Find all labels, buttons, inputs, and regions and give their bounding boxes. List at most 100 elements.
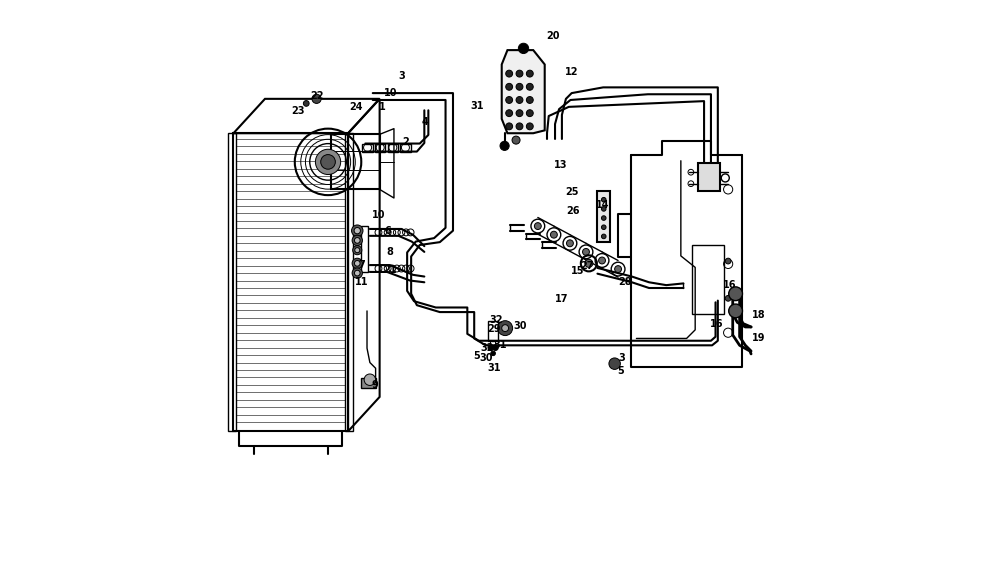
- Circle shape: [493, 345, 498, 350]
- Text: 7: 7: [358, 260, 365, 270]
- Text: 22: 22: [310, 91, 323, 101]
- Text: 10: 10: [384, 88, 398, 98]
- Circle shape: [303, 101, 309, 107]
- Text: 14: 14: [596, 200, 610, 210]
- Circle shape: [506, 84, 513, 90]
- Bar: [692, 245, 724, 314]
- Circle shape: [526, 97, 533, 104]
- Circle shape: [354, 237, 360, 243]
- Circle shape: [526, 123, 533, 130]
- Circle shape: [601, 198, 606, 202]
- Text: 15: 15: [571, 266, 584, 276]
- Text: 4: 4: [422, 117, 429, 127]
- Text: 24: 24: [349, 103, 362, 112]
- Circle shape: [516, 109, 523, 116]
- Text: 31: 31: [488, 363, 501, 373]
- Circle shape: [312, 94, 321, 104]
- Text: 20: 20: [547, 31, 560, 41]
- Circle shape: [526, 109, 533, 116]
- Bar: [488, 321, 498, 341]
- Circle shape: [550, 231, 557, 238]
- Circle shape: [566, 240, 573, 247]
- Circle shape: [526, 84, 533, 90]
- Circle shape: [354, 228, 360, 234]
- Text: 19: 19: [752, 333, 766, 343]
- Bar: [361, 378, 376, 388]
- Circle shape: [516, 84, 523, 90]
- Text: 28: 28: [618, 277, 632, 287]
- Bar: [228, 133, 236, 431]
- Text: 31: 31: [470, 101, 484, 111]
- Circle shape: [516, 97, 523, 104]
- Circle shape: [601, 234, 606, 238]
- Text: 17: 17: [555, 294, 569, 305]
- Circle shape: [534, 223, 541, 229]
- Circle shape: [725, 258, 731, 264]
- Bar: [400, 143, 411, 151]
- Text: 16: 16: [723, 280, 736, 290]
- Circle shape: [729, 287, 742, 301]
- Circle shape: [583, 248, 589, 255]
- Bar: [361, 226, 368, 272]
- Text: 13: 13: [553, 160, 567, 170]
- Circle shape: [354, 260, 360, 266]
- Circle shape: [506, 97, 513, 104]
- Bar: [233, 133, 348, 431]
- Circle shape: [498, 321, 513, 336]
- Circle shape: [506, 123, 513, 130]
- Bar: [362, 143, 373, 151]
- Circle shape: [615, 266, 622, 272]
- Text: 9: 9: [372, 380, 378, 391]
- Text: 1: 1: [379, 103, 386, 112]
- Circle shape: [601, 216, 606, 221]
- Text: 30: 30: [513, 321, 527, 331]
- Circle shape: [609, 358, 620, 369]
- Text: 30: 30: [479, 353, 492, 363]
- Text: 5: 5: [474, 351, 480, 361]
- Circle shape: [315, 149, 341, 175]
- Bar: [597, 191, 610, 242]
- Text: 18: 18: [752, 310, 766, 320]
- Circle shape: [585, 259, 593, 267]
- Circle shape: [352, 225, 363, 236]
- Text: 32: 32: [489, 314, 503, 324]
- Bar: [345, 133, 353, 431]
- Circle shape: [516, 70, 523, 77]
- Text: 3: 3: [618, 353, 625, 363]
- Circle shape: [355, 248, 360, 253]
- Circle shape: [729, 304, 742, 318]
- Circle shape: [526, 70, 533, 77]
- Text: 16: 16: [710, 319, 723, 328]
- Text: 31: 31: [493, 340, 507, 350]
- Text: 8: 8: [387, 247, 393, 257]
- Circle shape: [601, 207, 606, 211]
- Circle shape: [506, 70, 513, 77]
- Bar: [375, 143, 385, 151]
- Circle shape: [599, 257, 605, 264]
- Bar: [331, 134, 380, 190]
- Text: 23: 23: [291, 107, 305, 116]
- Circle shape: [352, 268, 362, 278]
- Circle shape: [354, 270, 360, 276]
- Bar: [698, 163, 720, 191]
- Circle shape: [506, 109, 513, 116]
- Text: 12: 12: [565, 67, 578, 77]
- Circle shape: [491, 351, 495, 355]
- Circle shape: [353, 245, 362, 255]
- Text: 25: 25: [565, 187, 578, 196]
- Text: 10: 10: [372, 210, 385, 220]
- Text: 2: 2: [402, 137, 409, 147]
- Text: 27: 27: [580, 262, 594, 271]
- Text: 26: 26: [567, 206, 580, 215]
- Polygon shape: [502, 50, 545, 133]
- Bar: [388, 143, 398, 151]
- Text: 21: 21: [383, 264, 397, 275]
- Text: 6: 6: [385, 226, 392, 236]
- Text: 11: 11: [355, 277, 368, 287]
- Circle shape: [502, 325, 509, 332]
- Text: 29: 29: [488, 324, 501, 334]
- Circle shape: [488, 345, 494, 350]
- Text: 5: 5: [617, 366, 624, 376]
- Circle shape: [352, 258, 362, 268]
- Circle shape: [601, 225, 606, 229]
